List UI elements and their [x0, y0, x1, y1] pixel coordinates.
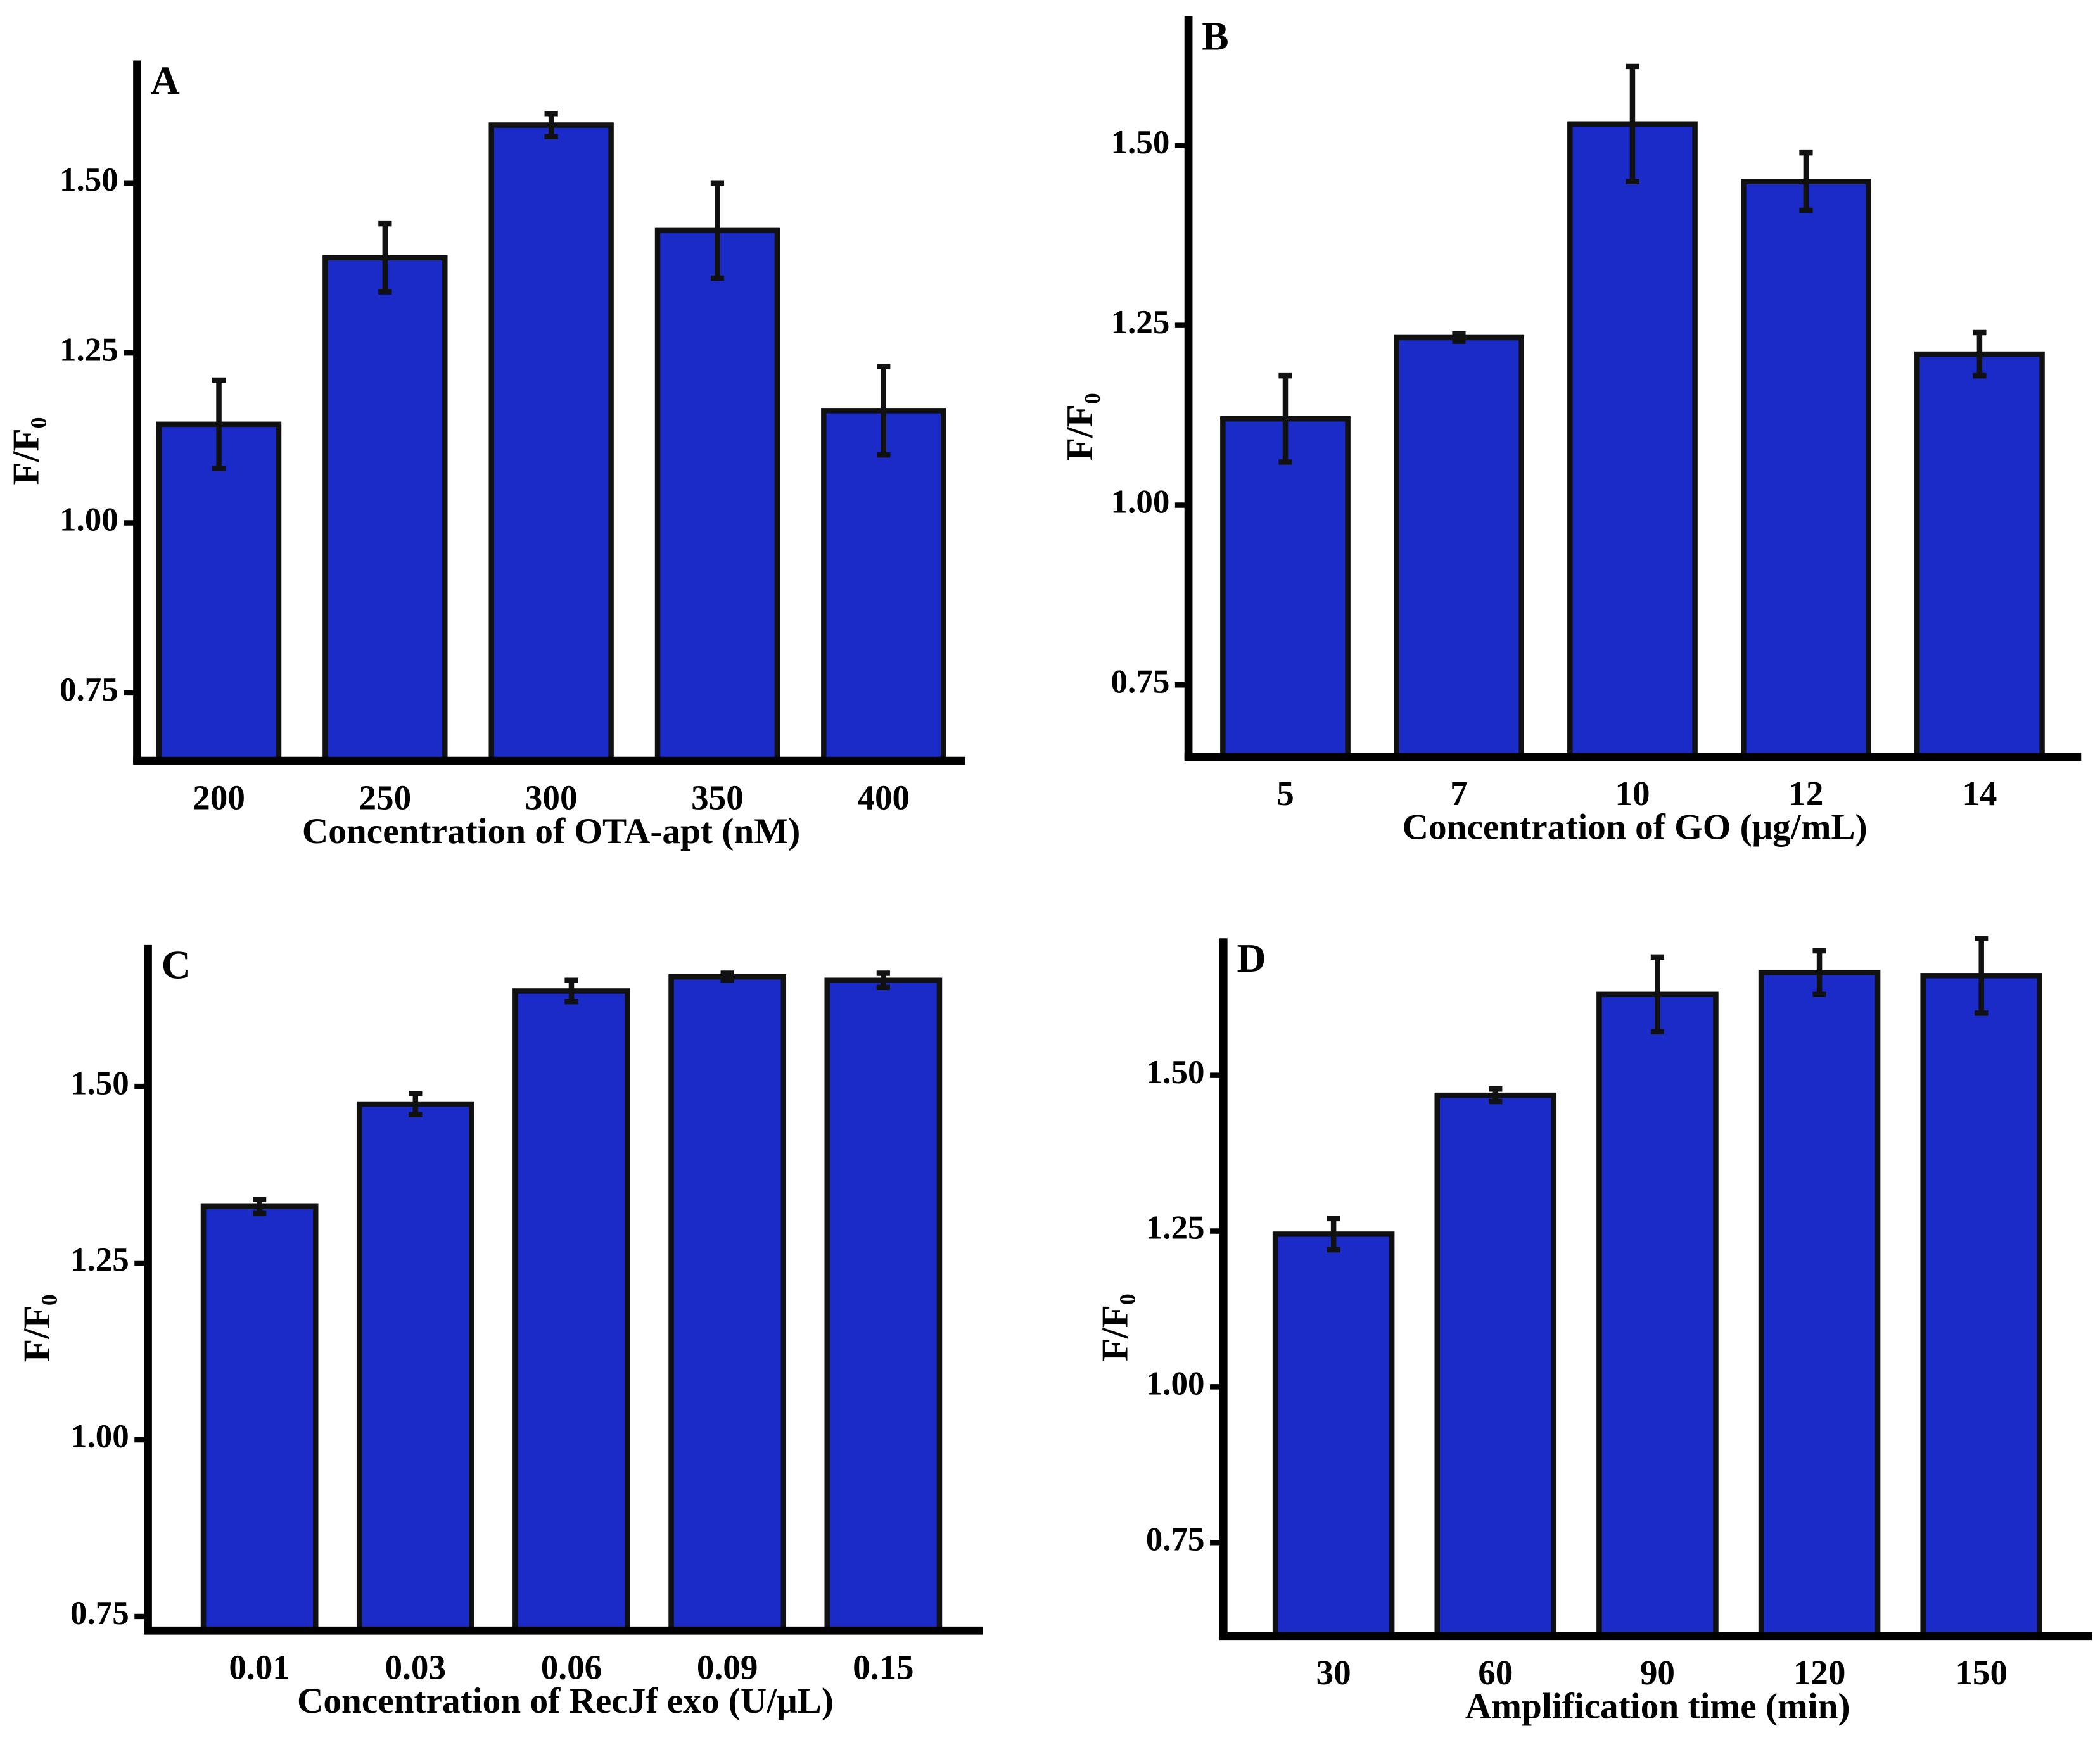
- bar: [488, 122, 614, 764]
- x-tick-label: 350: [691, 778, 744, 816]
- x-tick-label: 300: [525, 778, 578, 816]
- bar: [1741, 179, 1871, 760]
- x-tick-label: 7: [1450, 774, 1468, 813]
- error-bar: [1799, 149, 1813, 213]
- error-bar: [409, 1090, 423, 1117]
- x-tick-label: 10: [1615, 774, 1650, 813]
- panel-label: C: [162, 943, 191, 987]
- y-axis-label: F/F₀: [1059, 393, 1100, 460]
- x-tick-label: 120: [1793, 1653, 1846, 1692]
- x-tick-label: 0.01: [229, 1648, 290, 1687]
- bar: [1272, 1231, 1395, 1639]
- error-bar: [1812, 948, 1826, 998]
- x-axis-label: Concentration of RecJf exo (U/μL): [297, 1681, 834, 1721]
- y-tick-label: 1.50: [70, 1065, 129, 1102]
- bar: [1914, 351, 2045, 760]
- panel-label: D: [1237, 936, 1266, 981]
- error-bar: [378, 220, 392, 295]
- bar: [821, 408, 946, 764]
- y-tick-label: 0.75: [1146, 1521, 1205, 1558]
- x-tick-label: 12: [1788, 774, 1823, 813]
- error-bar: [253, 1197, 267, 1217]
- panel-label: A: [151, 58, 180, 103]
- x-tick-label: 150: [1955, 1653, 2008, 1692]
- error-bar: [1650, 954, 1665, 1035]
- error-bar: [876, 970, 890, 991]
- bar: [356, 1101, 474, 1634]
- y-axis-label: F/F₀: [4, 417, 46, 485]
- x-tick-label: 200: [193, 778, 245, 816]
- bar: [512, 988, 630, 1634]
- y-tick-label: 1.00: [60, 502, 118, 538]
- bar: [1920, 973, 2042, 1639]
- error-bar: [1278, 372, 1292, 465]
- error-bar: [1626, 63, 1639, 184]
- x-axis-label: Concentration of OTA-apt (nM): [302, 811, 800, 851]
- bar: [1758, 970, 1881, 1639]
- bar: [1434, 1092, 1557, 1639]
- bar: [824, 977, 943, 1634]
- y-tick-label: 1.25: [1111, 304, 1170, 341]
- y-tick-label: 1.50: [1111, 124, 1170, 161]
- y-tick-label: 1.50: [1146, 1054, 1205, 1091]
- bar: [1596, 991, 1719, 1639]
- y-tick-label: 1.00: [70, 1418, 129, 1455]
- panel-label: B: [1202, 13, 1228, 58]
- bar: [1394, 334, 1524, 760]
- x-tick-label: 60: [1478, 1653, 1513, 1692]
- x-tick-label: 30: [1316, 1653, 1351, 1692]
- error-bar: [1975, 936, 1989, 1016]
- x-axis-label: Amplification time (min): [1465, 1687, 1850, 1727]
- x-tick-label: 0.15: [853, 1648, 914, 1687]
- y-tick-label: 0.75: [60, 671, 118, 708]
- error-bar: [720, 970, 734, 983]
- y-tick-label: 1.25: [70, 1241, 129, 1278]
- x-tick-label: 0.09: [697, 1648, 758, 1687]
- error-bar: [710, 180, 725, 281]
- y-axis-label: F/F₀: [15, 1294, 57, 1362]
- x-tick-label: 90: [1640, 1653, 1675, 1692]
- error-bar: [1452, 331, 1466, 344]
- y-tick-label: 1.00: [1111, 484, 1170, 521]
- y-tick-label: 1.00: [1146, 1366, 1205, 1402]
- y-tick-label: 0.75: [70, 1595, 129, 1632]
- bar: [200, 1203, 319, 1634]
- error-bar: [212, 377, 226, 471]
- x-axis-label: Concentration of GO (μg/mL): [1403, 808, 1868, 848]
- y-tick-label: 0.75: [1111, 663, 1170, 700]
- error-bar: [1489, 1086, 1503, 1105]
- error-bar: [564, 977, 578, 1005]
- error-bar: [544, 110, 558, 139]
- error-bar: [1973, 329, 1987, 379]
- y-tick-label: 1.50: [60, 162, 118, 198]
- bar: [156, 421, 282, 764]
- error-bar: [1327, 1216, 1340, 1253]
- bar: [668, 974, 787, 1634]
- x-tick-label: 0.03: [385, 1648, 447, 1687]
- bar: [1220, 416, 1351, 760]
- x-tick-label: 400: [857, 778, 910, 816]
- bar: [1567, 121, 1698, 760]
- y-axis-label: F/F₀: [1093, 1293, 1135, 1361]
- y-tick-label: 1.25: [60, 331, 118, 368]
- bar: [654, 227, 780, 764]
- x-tick-label: 0.06: [541, 1648, 602, 1687]
- x-tick-label: 5: [1276, 774, 1294, 813]
- error-bar: [877, 364, 891, 458]
- x-tick-label: 14: [1962, 774, 1997, 813]
- bar: [322, 255, 448, 764]
- y-tick-label: 1.25: [1146, 1210, 1205, 1247]
- x-tick-label: 250: [359, 778, 411, 816]
